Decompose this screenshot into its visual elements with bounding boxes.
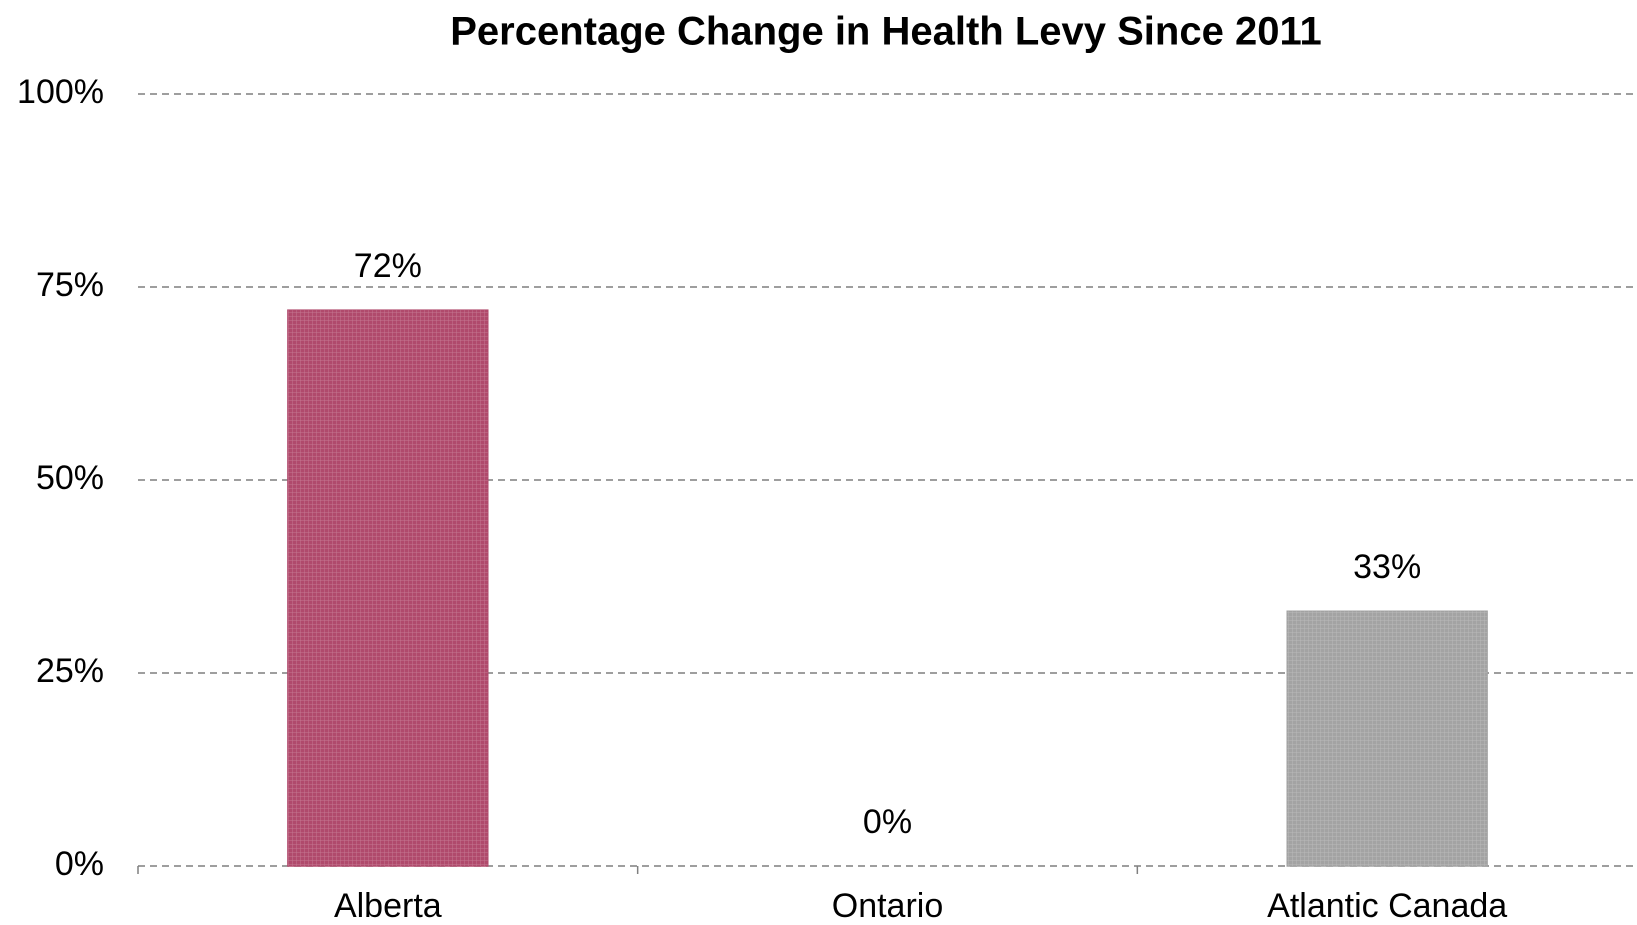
y-tick-label: 50% xyxy=(36,459,104,497)
y-tick-label: 25% xyxy=(36,652,104,690)
x-tick-label: Atlantic Canada xyxy=(1267,887,1507,925)
data-label: 33% xyxy=(1353,548,1421,586)
y-tick-label: 0% xyxy=(55,845,104,883)
data-label: 72% xyxy=(354,247,422,285)
x-tick-label: Alberta xyxy=(334,887,442,925)
chart-title: Percentage Change in Health Levy Since 2… xyxy=(450,10,1321,54)
bar-texture xyxy=(1287,611,1488,866)
data-label: 0% xyxy=(863,803,912,841)
x-tick-label: Ontario xyxy=(832,887,944,925)
y-tick-label: 100% xyxy=(17,73,104,111)
bar-texture xyxy=(287,310,488,866)
y-tick-label: 75% xyxy=(36,266,104,304)
